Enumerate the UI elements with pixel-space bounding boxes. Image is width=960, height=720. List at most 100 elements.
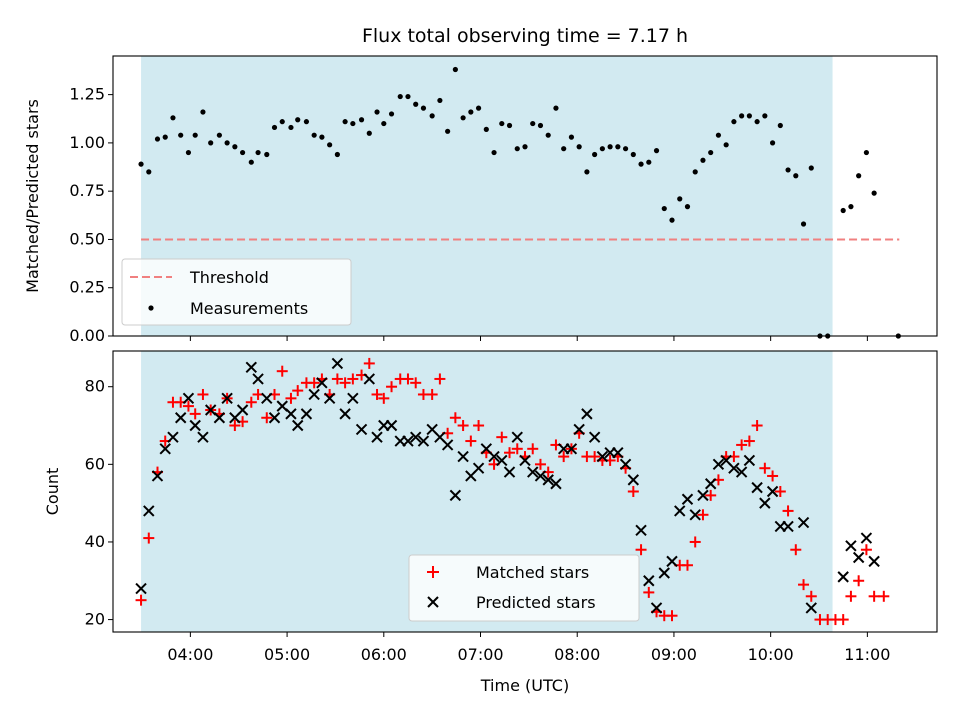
predicted-star-point	[519, 454, 531, 467]
x-tick-label: 11:00	[844, 645, 890, 664]
predicted-star-point	[805, 602, 817, 614]
matched-star-point	[465, 435, 477, 447]
predicted-star-point	[174, 412, 187, 424]
measurement-point	[138, 161, 144, 167]
matched-star-point	[643, 586, 655, 598]
predicted-star-point	[410, 431, 422, 443]
y-tick-label: 1.00	[69, 133, 105, 152]
predicted-star-point	[159, 443, 171, 455]
chart-title: Flux total observing time = 7.17 h	[362, 25, 688, 47]
measurement-point	[514, 146, 520, 152]
predicted-star-point	[143, 505, 155, 517]
measurement-point	[848, 204, 854, 210]
predicted-star-point	[347, 392, 359, 405]
measurement-point	[311, 132, 317, 138]
matched-star-point	[285, 392, 297, 404]
predicted-star-point	[339, 408, 351, 420]
measurement-point	[840, 207, 846, 214]
matched-star-point	[371, 388, 383, 400]
y-tick-label: 0.50	[69, 229, 105, 248]
predicted-star-point	[167, 431, 179, 443]
measurement-point	[537, 122, 544, 129]
measurement-point	[475, 105, 482, 111]
measurement-points	[138, 66, 901, 339]
measurement-point	[192, 132, 198, 138]
count-legend-box	[408, 554, 640, 622]
measurement-point	[483, 126, 489, 132]
measurement-point	[808, 165, 814, 171]
measurement-point	[506, 122, 513, 129]
matched-star-point	[751, 420, 763, 432]
matched-star-point	[837, 614, 849, 626]
predicted-star-point	[797, 516, 810, 529]
measurement-point	[661, 205, 667, 212]
measurement-point	[397, 93, 403, 100]
predicted-star-point	[472, 462, 485, 474]
matched-star-point	[504, 447, 516, 459]
measurement-point	[200, 109, 206, 115]
predicted-star-point	[735, 466, 748, 478]
matched-star-point	[308, 377, 320, 389]
matched-legend-label: Matched stars	[476, 563, 589, 582]
count-panel: 20 40 60 80 04:00 05:00 06:00 07:00 08:00 09:00 1…	[43, 350, 938, 695]
predicted-star-point	[681, 493, 694, 505]
predicted-star-point	[868, 555, 880, 568]
predicted-star-point	[261, 392, 273, 405]
x-tick-label: 05:00	[264, 645, 310, 664]
matched-star-point	[853, 575, 865, 587]
x-tick-label: 04:00	[167, 645, 213, 664]
predicted-star-point	[581, 408, 593, 420]
predicted-star-point	[355, 423, 368, 436]
predicted-star-point	[511, 431, 523, 443]
measurement-point	[271, 124, 278, 131]
matched-star-point	[402, 373, 414, 385]
measurement-point	[669, 217, 675, 223]
measurement-point	[429, 113, 435, 119]
x-tick-label: 08:00	[554, 645, 600, 664]
measurement-point	[170, 115, 176, 121]
predicted-star-point	[449, 489, 462, 502]
matched-star-point	[736, 439, 748, 451]
measurement-point	[622, 146, 629, 152]
measurements-legend-swatch	[148, 305, 154, 311]
predicted-star-point	[766, 485, 779, 498]
measurement-point	[800, 221, 807, 227]
measurement-point	[646, 159, 652, 165]
measurement-point	[232, 144, 238, 150]
measurement-point	[856, 173, 862, 179]
predicted-star-point	[457, 450, 469, 463]
predicted-star-point	[300, 408, 313, 420]
predicted-star-point	[728, 462, 740, 474]
matched-star-point	[759, 462, 771, 474]
predicted-star-point	[417, 435, 430, 447]
measurement-point	[405, 93, 411, 100]
measurement-point	[178, 132, 184, 138]
measurement-point	[793, 173, 799, 179]
matched-star-point	[386, 381, 398, 393]
matched-star-point	[860, 544, 872, 556]
predicted-star-point	[542, 474, 554, 486]
measurement-point	[255, 149, 261, 156]
matched-star-point	[767, 470, 779, 482]
predicted-star-point	[635, 524, 647, 537]
matched-star-point	[261, 412, 273, 424]
measurement-point	[216, 132, 222, 138]
predicted-star-point	[323, 392, 336, 405]
y-tick-label: 20	[85, 610, 105, 629]
predicted-star-point	[292, 419, 304, 432]
predicted-star-point	[385, 419, 398, 432]
threshold-legend-label: Threshold	[189, 268, 269, 287]
predicted-star-point	[596, 450, 609, 463]
measurement-point	[388, 111, 395, 117]
measurement-point	[692, 169, 698, 175]
measurement-point	[264, 151, 270, 158]
predicted-star-point	[316, 377, 328, 389]
matched-star-point	[378, 392, 390, 404]
measurement-point	[374, 109, 380, 115]
predicted-legend-swatch	[427, 596, 439, 608]
matched-star-point	[331, 373, 343, 385]
predicted-star-point	[751, 481, 763, 494]
count-y-axis-label: Count	[43, 468, 62, 516]
measurement-point	[522, 144, 528, 150]
